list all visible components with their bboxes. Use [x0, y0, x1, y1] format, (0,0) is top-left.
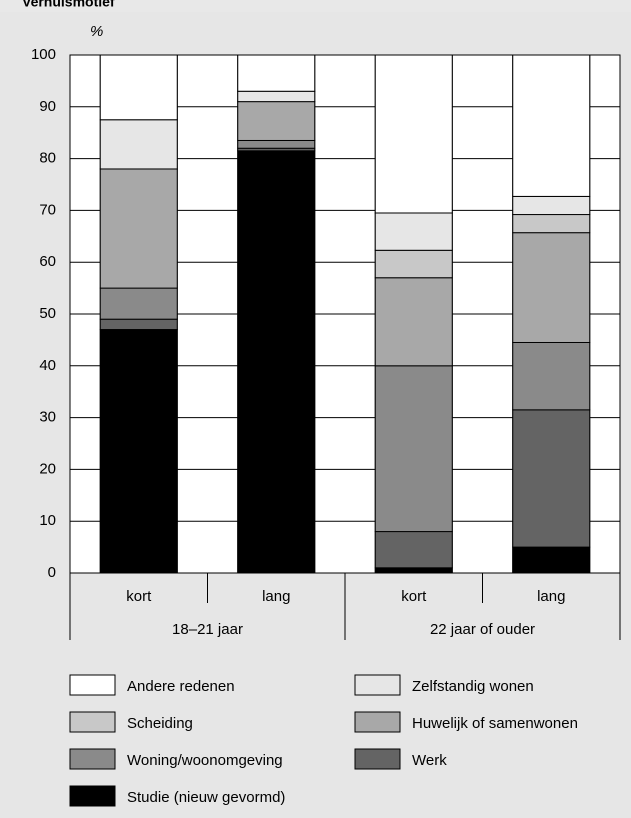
- legend-label: Andere redenen: [127, 678, 235, 695]
- y-tick-label: 80: [39, 150, 56, 167]
- legend-label: Studie (nieuw gevormd): [127, 789, 285, 806]
- y-tick-label: 60: [39, 253, 56, 270]
- y-tick-label: 100: [31, 46, 56, 63]
- group-label: 22 jaar of ouder: [430, 621, 535, 638]
- bar-segment: [374, 277, 453, 367]
- bar-segment: [99, 318, 178, 331]
- legend-swatch: [69, 748, 116, 770]
- group-label: 18–21 jaar: [172, 621, 243, 638]
- bar-segment: [512, 409, 591, 548]
- bar-segment: [237, 101, 316, 141]
- legend-label: Huwelijk of samenwonen: [412, 715, 578, 732]
- bar-segment: [99, 329, 178, 574]
- y-tick-label: 50: [39, 305, 56, 322]
- bar-segment: [374, 249, 453, 279]
- bar-segment: [99, 54, 178, 121]
- legend-swatch: [69, 711, 116, 733]
- y-tick-label: 90: [39, 98, 56, 115]
- x-tick-label: lang: [262, 588, 290, 605]
- y-tick-label: 10: [39, 512, 56, 529]
- y-axis-label: %: [90, 23, 103, 40]
- bar-segment: [374, 365, 453, 533]
- y-tick-label: 30: [39, 409, 56, 426]
- bar-segment: [512, 232, 591, 343]
- bar-segment: [512, 54, 591, 197]
- bar-segment: [99, 119, 178, 170]
- legend-swatch: [69, 785, 116, 807]
- bar-segment: [512, 214, 591, 234]
- x-tick-label: kort: [401, 588, 427, 605]
- legend-swatch: [354, 711, 401, 733]
- legend-label: Werk: [412, 752, 447, 769]
- bar-segment: [374, 212, 453, 251]
- legend-swatch: [354, 748, 401, 770]
- legend-label: Zelfstandig wonen: [412, 678, 534, 695]
- y-tick-label: 40: [39, 357, 56, 374]
- legend-swatch: [69, 674, 116, 696]
- bar-segment: [374, 531, 453, 569]
- bar-segment: [237, 139, 316, 149]
- y-tick-label: 0: [48, 564, 56, 581]
- x-tick-label: lang: [537, 588, 565, 605]
- bar-segment: [99, 287, 178, 320]
- legend-swatch: [354, 674, 401, 696]
- bar-segment: [374, 567, 453, 574]
- bar-segment: [512, 546, 591, 574]
- bar-segment: [512, 195, 591, 216]
- legend-label: Scheiding: [127, 715, 193, 732]
- bar-segment: [237, 90, 316, 103]
- y-tick-label: 70: [39, 201, 56, 218]
- chart-title: Verhuismotief: [22, 0, 115, 10]
- x-tick-label: kort: [126, 588, 152, 605]
- bar-segment: [374, 54, 453, 214]
- bar-segment: [512, 341, 591, 411]
- y-tick-label: 20: [39, 460, 56, 477]
- bar-segment: [99, 168, 178, 289]
- bar-segment: [237, 150, 316, 574]
- bar-segment: [237, 54, 316, 92]
- legend-label: Woning/woonomgeving: [127, 752, 283, 769]
